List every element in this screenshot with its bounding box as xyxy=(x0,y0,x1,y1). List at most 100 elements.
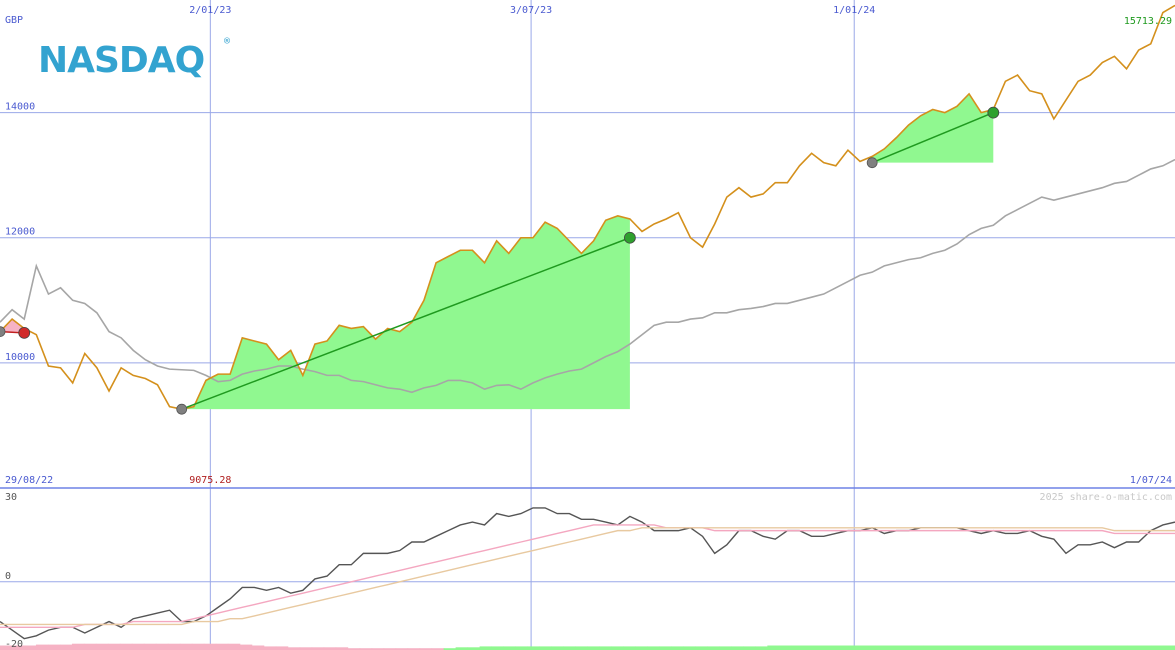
histogram-bar xyxy=(203,643,217,650)
histogram-bar xyxy=(767,645,780,650)
histogram-bar xyxy=(623,646,636,650)
histogram-bar xyxy=(1163,645,1175,650)
histogram-bar xyxy=(599,646,612,650)
histogram-bar xyxy=(791,645,804,650)
histogram-bar xyxy=(1043,645,1056,650)
axis-labels: GBP 10000 12000 14000 2/01/23 3/07/23 1/01/24 2… xyxy=(5,5,1172,650)
histogram-bar xyxy=(863,645,876,650)
histogram-bar xyxy=(431,648,445,650)
histogram-bar xyxy=(743,646,756,650)
indicator-tick-label: 30 xyxy=(5,492,17,503)
trade-line-win xyxy=(871,111,994,164)
trade-fill-win xyxy=(872,93,994,163)
histogram-bar xyxy=(119,643,133,650)
histogram-bar xyxy=(1079,645,1092,650)
entry-marker xyxy=(866,157,878,169)
histogram-bar xyxy=(671,646,684,650)
histogram-bar xyxy=(311,647,325,650)
histogram-bar xyxy=(959,645,972,650)
histogram-bar xyxy=(455,647,469,650)
indicator-line xyxy=(0,507,1175,640)
benchmark-line xyxy=(0,158,1175,394)
histogram-bar xyxy=(923,645,936,650)
indicator-tick-label: -20 xyxy=(5,639,23,650)
histogram-bar xyxy=(779,645,792,650)
histogram-bar xyxy=(299,647,313,650)
date-label: 3/07/23 xyxy=(510,5,552,16)
histogram-bar xyxy=(695,646,708,650)
histogram-bar xyxy=(239,644,253,650)
histogram-bar xyxy=(527,646,541,650)
histogram-bar xyxy=(839,645,852,650)
histogram-bar xyxy=(167,643,181,650)
histogram-bar xyxy=(59,644,73,650)
histogram-bar xyxy=(1151,645,1164,650)
histogram-bar xyxy=(35,644,49,650)
y-tick-label: 10000 xyxy=(5,352,35,363)
registered-icon: ® xyxy=(224,36,231,47)
histogram-bar xyxy=(947,645,960,650)
histogram-bar xyxy=(47,644,61,650)
trade-fill-win xyxy=(181,215,630,410)
start-date-label: 29/08/22 xyxy=(5,475,53,486)
price-series xyxy=(0,4,1175,410)
entry-marker xyxy=(176,403,188,415)
histogram-bar xyxy=(563,646,577,650)
y-tick-label: 12000 xyxy=(5,227,35,238)
histogram-bar xyxy=(275,646,289,650)
logo-text: NASDAQ xyxy=(38,40,204,81)
trade-line-win xyxy=(181,237,631,410)
last-value-label: 15713.29 xyxy=(1124,16,1172,27)
end-date-label: 1/07/24 xyxy=(1130,475,1172,486)
histogram-bar xyxy=(887,645,900,650)
histogram-bar xyxy=(1019,645,1032,650)
histogram-bar xyxy=(131,643,145,650)
histogram-bar xyxy=(815,645,828,650)
histogram-bar xyxy=(935,645,948,650)
exit-marker xyxy=(18,326,31,339)
histogram-bar xyxy=(287,647,301,650)
histogram-bar xyxy=(1139,645,1152,650)
date-label: 2/01/23 xyxy=(189,5,231,16)
histogram-bar xyxy=(323,647,337,650)
currency-label: GBP xyxy=(5,15,23,26)
indicator-panel xyxy=(0,507,1175,650)
histogram-bar xyxy=(1115,645,1128,650)
histogram-bar xyxy=(1127,645,1140,650)
watermark-text: 2025 share-o-matic.com xyxy=(1040,492,1172,503)
histogram-bar xyxy=(575,646,588,650)
histogram-bar xyxy=(1067,645,1080,650)
histogram-bar xyxy=(83,643,97,650)
histogram-bar xyxy=(1031,645,1044,650)
histogram-bar xyxy=(1103,645,1116,650)
histogram-bar xyxy=(23,645,37,650)
histogram-bar xyxy=(335,647,349,650)
histogram-bar xyxy=(419,648,433,650)
histogram-bar xyxy=(0,645,13,650)
histogram-bar xyxy=(11,645,25,650)
histogram-bar xyxy=(359,648,373,650)
histogram-bar xyxy=(803,645,816,650)
histogram-bar xyxy=(251,645,265,650)
y-tick-label: 14000 xyxy=(5,102,35,113)
histogram-bar xyxy=(443,648,457,650)
histogram-bar xyxy=(995,645,1008,650)
histogram-bar xyxy=(71,643,85,650)
indicator-line xyxy=(0,527,1175,626)
trade-fills xyxy=(0,93,994,410)
histogram-bar xyxy=(107,643,121,650)
histogram-bar xyxy=(755,646,768,650)
histogram-bar xyxy=(659,646,672,650)
histogram-bar xyxy=(1007,645,1020,650)
histogram-bar xyxy=(707,646,720,650)
price-line xyxy=(0,4,1175,410)
histogram-bar xyxy=(875,645,888,650)
histogram-bar xyxy=(587,646,600,650)
histogram-bar xyxy=(395,648,409,650)
indicator-line xyxy=(0,524,1175,628)
histogram-bar xyxy=(155,643,169,650)
histogram-bar xyxy=(371,648,385,650)
date-label: 1/01/24 xyxy=(833,5,875,16)
histogram-bar xyxy=(383,648,397,650)
